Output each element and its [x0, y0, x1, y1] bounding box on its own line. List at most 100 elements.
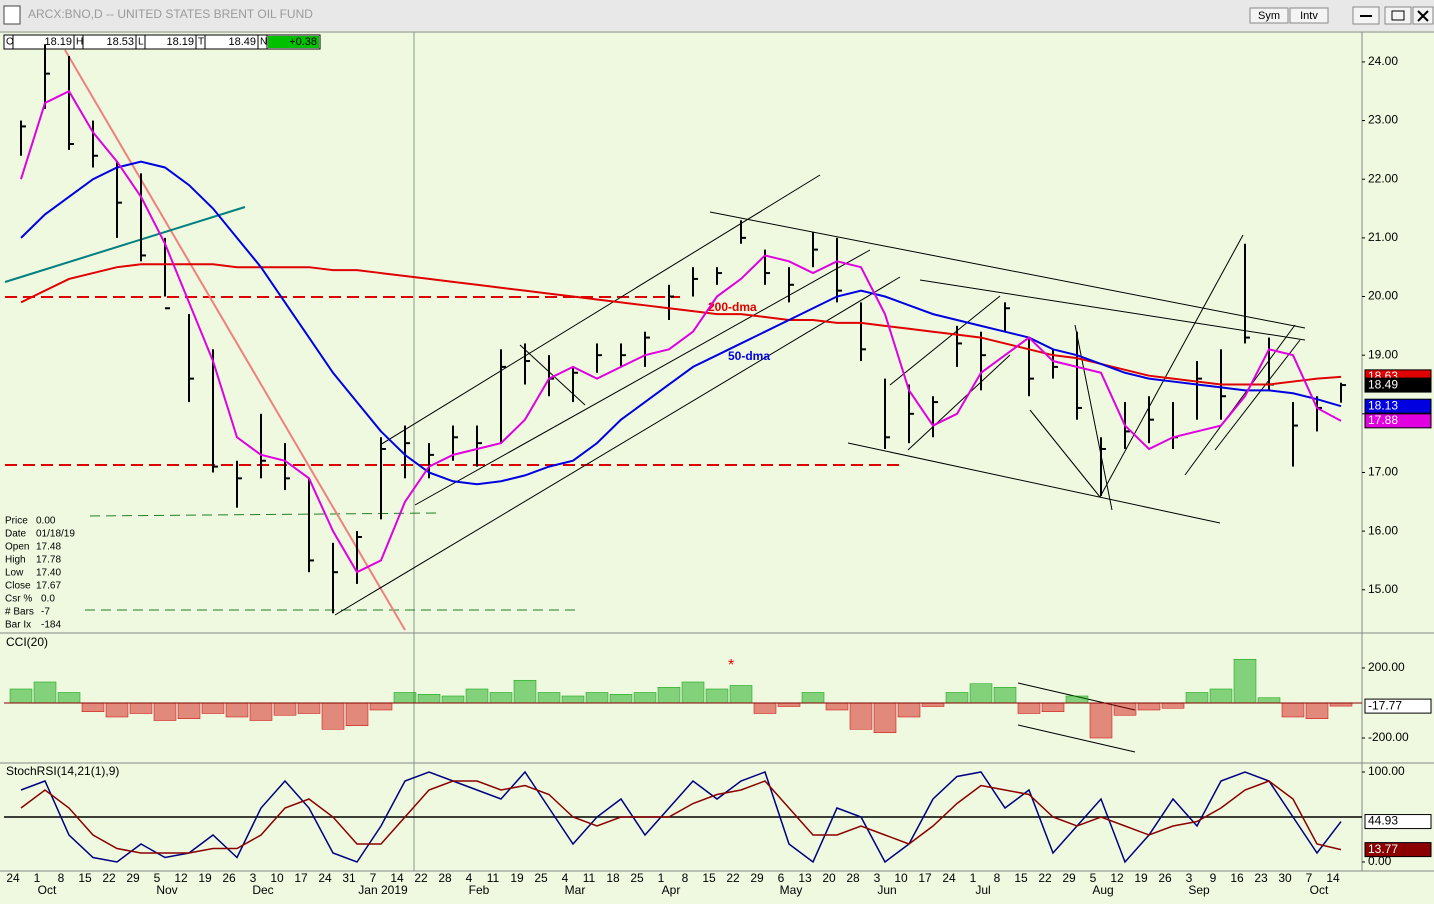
intv-button[interactable]: [1289, 7, 1329, 24]
x-tick-label: 25: [630, 871, 644, 885]
quote-bar: O 18.19 H 18.53 L 18.19 T 18.49 N +0.38: [3, 34, 321, 50]
data-value: 17.40: [36, 568, 61, 579]
cci-bar: [705, 688, 729, 704]
maximize-icon: [1391, 10, 1405, 21]
x-tick-label: 7: [1306, 871, 1313, 885]
cci-bar: [345, 702, 369, 727]
quote-value: 18.53: [106, 36, 134, 48]
x-tick-label: 11: [487, 871, 500, 885]
x-tick-label: 29: [126, 871, 140, 885]
intv-button-label[interactable]: Intv: [1300, 10, 1318, 22]
cci-bar: [1065, 695, 1089, 704]
data-value: 0.00: [36, 516, 56, 527]
x-tick-label: 1: [658, 871, 665, 885]
cci-bar: [849, 702, 873, 730]
y-tick-label: 15.00: [1368, 582, 1398, 596]
x-tick-label: 3: [1186, 871, 1193, 885]
cci-bar: [1185, 692, 1209, 704]
x-tick-label: 24: [318, 871, 332, 885]
value-box-label: 18.13: [1368, 398, 1398, 412]
value-box-label: 44.93: [1368, 814, 1398, 828]
cci-bar: [633, 692, 657, 704]
cci-bar: [1137, 702, 1161, 711]
value-box-label: 17.88: [1368, 413, 1398, 427]
x-month-label: Nov: [156, 883, 177, 897]
y-tick-label: 200.00: [1368, 660, 1405, 674]
sym-button-label[interactable]: Sym: [1258, 10, 1280, 22]
x-tick-label: 22: [1038, 871, 1052, 885]
app-icon: [3, 5, 21, 25]
cci-bar: [969, 683, 993, 704]
data-value: 17.78: [36, 555, 61, 566]
x-tick-label: 8: [682, 871, 689, 885]
x-tick-label: 7: [370, 871, 377, 885]
series-line: [20, 89, 1342, 574]
x-tick-label: 22: [414, 871, 428, 885]
y-tick-label: 22.00: [1368, 171, 1398, 185]
series-label: 200-dma: [708, 300, 757, 314]
sym-button[interactable]: [1249, 7, 1289, 24]
x-month-label: Aug: [1092, 883, 1113, 897]
cci-bar: [81, 702, 105, 712]
cci-bar: [561, 695, 585, 704]
x-tick-label: 22: [102, 871, 116, 885]
cci-bar: [657, 686, 681, 704]
x-tick-label: 16: [1230, 871, 1244, 885]
data-key: Date: [5, 529, 27, 540]
data-key: Low: [5, 568, 24, 579]
cci-bar: [777, 702, 801, 707]
trendlines: [4, 49, 1306, 753]
x-month-label: Sep: [1188, 883, 1210, 897]
data-value: -184: [41, 620, 61, 631]
quote-key: H: [76, 37, 83, 48]
data-key: Csr %: [5, 594, 32, 605]
cci-bar: [9, 688, 33, 704]
y-tick-label: 19.00: [1368, 347, 1398, 361]
y-tick-label: 0.00: [1368, 854, 1392, 868]
annotation: *: [728, 657, 734, 674]
x-tick-label: 18: [606, 871, 620, 885]
data-value: 17.48: [36, 542, 61, 553]
cci-bar: [297, 702, 321, 714]
close-icon: [1417, 10, 1429, 22]
x-month-label: Feb: [469, 883, 490, 897]
cci-bar: [201, 702, 225, 714]
cci-bar: [753, 702, 777, 714]
value-box: [1364, 377, 1432, 393]
cci-bar: [1305, 702, 1329, 719]
x-tick-label: 8: [58, 871, 65, 885]
maximize-button[interactable]: [1384, 6, 1412, 25]
x-tick-label: 23: [1254, 871, 1268, 885]
y-tick-label: 20.00: [1368, 289, 1398, 303]
value-box: [1364, 842, 1432, 858]
cci-bar: [1257, 697, 1281, 704]
cci-bar: [1089, 702, 1113, 739]
panel-title: StochRSI(14,21(1),9): [6, 764, 119, 778]
value-box-label: -17.77: [1368, 698, 1402, 712]
cci-bar: [1041, 702, 1065, 712]
cci-bar: [585, 692, 609, 704]
cci-bar: [369, 702, 393, 711]
cci-bar: [1113, 702, 1137, 716]
y-tick-label: 21.00: [1368, 230, 1398, 244]
cci-bar: [825, 702, 849, 711]
x-month-label: Oct: [1310, 883, 1329, 897]
y-tick-label: 24.00: [1368, 54, 1398, 68]
value-box: [1364, 413, 1432, 429]
x-month-label: Apr: [662, 883, 681, 897]
x-tick-label: 22: [726, 871, 740, 885]
cci-bar: [921, 702, 945, 707]
x-tick-label: 30: [1278, 871, 1292, 885]
data-key: # Bars: [5, 607, 34, 618]
cci-bar: [273, 702, 297, 716]
cci-bar: [417, 693, 441, 704]
data-key: Open: [5, 542, 29, 553]
x-tick-label: 1: [34, 871, 41, 885]
cci-bar: [489, 692, 513, 704]
x-tick-label: 31: [342, 871, 356, 885]
data-value: 01/18/19: [36, 529, 75, 540]
x-tick-label: 10: [270, 871, 284, 885]
quote-key: T: [198, 37, 204, 48]
cci-bar: [393, 692, 417, 704]
